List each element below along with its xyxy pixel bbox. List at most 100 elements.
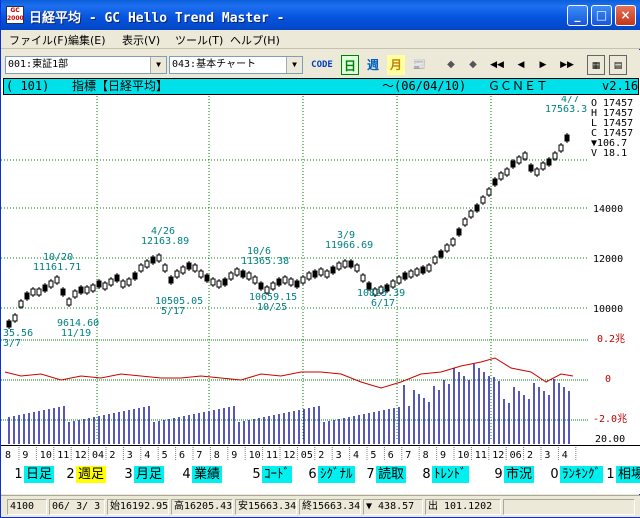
- month-tick-label: 9: [22, 450, 28, 461]
- candle-body: [216, 280, 222, 288]
- code-button[interactable]: CODE: [311, 60, 333, 70]
- fkey-label: 月足: [134, 466, 165, 483]
- candle-body: [72, 290, 78, 298]
- candle-body: [120, 280, 126, 288]
- candle-body: [60, 288, 66, 296]
- month-tick-label: 04: [92, 450, 104, 461]
- chart-area[interactable]: ( 101) 指標【日経平均】 ～(06/04/10) ＧＣＮＥＴ v2.16 …: [1, 78, 640, 494]
- candle-body: [210, 278, 216, 286]
- fkey-5[interactable]: 5 ｺｰﾄﾞ: [251, 466, 292, 483]
- candle-body: [42, 284, 48, 292]
- weekly-button[interactable]: 週: [366, 58, 379, 72]
- fkey-3[interactable]: 3 月足: [123, 466, 165, 483]
- fkey-6[interactable]: 6 ｼｸﾞﾅﾙ: [307, 466, 355, 483]
- fkey-7[interactable]: 7 読取: [365, 466, 407, 483]
- month-tick-label: 3: [336, 450, 342, 461]
- candle-body: [246, 272, 252, 280]
- menu-file[interactable]: ファイル(F): [9, 34, 68, 47]
- prev-stock-button[interactable]: ◆: [447, 59, 455, 70]
- candle-body: [30, 288, 36, 296]
- title-bar[interactable]: GC 2000 日経平均 - GC Hello Trend Master - _…: [1, 0, 640, 30]
- market-select[interactable]: 001:東証1部 ▼: [5, 56, 167, 74]
- candle-body: [90, 284, 96, 292]
- minimize-button[interactable]: _: [567, 5, 588, 26]
- maximize-button[interactable]: □: [591, 5, 612, 26]
- fkey-4[interactable]: 4 業績: [181, 466, 223, 483]
- candle-body: [492, 178, 498, 186]
- menu-bar: ファイル(F) 編集(E) 表示(V) ツール(T) ヘルプ(H): [1, 30, 640, 49]
- month-tick-label: 2: [318, 450, 324, 461]
- menu-help[interactable]: ヘルプ(H): [230, 34, 280, 47]
- ohlc-h: H 17457: [591, 108, 633, 119]
- candle-body: [324, 270, 330, 278]
- close-button[interactable]: ×: [615, 5, 636, 26]
- status-close: 終15663.34: [299, 499, 361, 515]
- candle-body: [480, 196, 486, 204]
- fast-forward-button[interactable]: ▶▶: [560, 60, 574, 70]
- print-icon[interactable]: ▤: [609, 55, 627, 75]
- month-tick-label: 7: [196, 450, 202, 461]
- fkey-1[interactable]: 1 日足: [13, 466, 55, 483]
- version-label: v2.16: [602, 79, 639, 93]
- rewind-button[interactable]: ◀◀: [490, 60, 504, 70]
- annotation-label: 10/20: [43, 252, 73, 263]
- menu-view[interactable]: 表示(V): [122, 34, 161, 47]
- fkey-9[interactable]: 9 市況: [493, 466, 535, 483]
- candle-body: [408, 270, 414, 278]
- annotation-label: 10/6: [247, 246, 271, 257]
- candle-body: [48, 280, 54, 288]
- candle-body: [66, 298, 72, 306]
- month-tick-label: 11: [57, 450, 69, 461]
- fkey-8[interactable]: 8 ﾄﾚﾝﾄﾞ: [421, 466, 469, 483]
- candle-body: [390, 280, 396, 288]
- menu-tools[interactable]: ツール(T): [175, 34, 224, 47]
- fkey-10[interactable]: 0 ﾗﾝｷﾝｸﾞ: [549, 466, 603, 483]
- price-tick-label: 10000: [593, 304, 623, 315]
- chart-select[interactable]: 043:基本チャート ▼: [169, 56, 303, 74]
- market-select-value: 001:東証1部: [8, 59, 69, 70]
- fkey-label: ｺｰﾄﾞ: [262, 466, 292, 483]
- price-chart: 10/2011161.719614.6011/194/2612163.89105…: [1, 96, 633, 461]
- fkey-11[interactable]: 1 相場: [605, 466, 640, 483]
- candle-body: [348, 260, 354, 268]
- candle-body: [288, 278, 294, 286]
- status-high: 高16205.43: [171, 499, 233, 515]
- fkey-number: 2: [65, 466, 76, 483]
- status-bar: 4100 06/ 3/ 3 始16192.95 高16205.43 安15663…: [1, 495, 640, 517]
- price-tick-label: 14000: [593, 204, 623, 215]
- daily-button[interactable]: 日: [341, 55, 359, 75]
- candle-body: [528, 164, 534, 172]
- fkey-2[interactable]: 2 週足: [65, 466, 107, 483]
- status-empty: [503, 499, 635, 515]
- step-forward-button[interactable]: ▶: [539, 60, 547, 70]
- chevron-down-icon[interactable]: ▼: [286, 57, 302, 73]
- candle-body: [270, 282, 276, 290]
- next-stock-button[interactable]: ◆: [469, 59, 477, 70]
- menu-edit[interactable]: 編集(E): [68, 34, 106, 47]
- news-button[interactable]: 📰: [412, 58, 426, 71]
- toolbar: 001:東証1部 ▼ 043:基本チャート ▼ CODE 日 週 月 📰 ◆ ◆…: [1, 50, 640, 78]
- chevron-down-icon[interactable]: ▼: [150, 57, 166, 73]
- candle-body: [468, 210, 474, 218]
- candle-body: [558, 144, 564, 152]
- candle-body: [336, 262, 342, 270]
- step-back-button[interactable]: ◀: [517, 60, 525, 70]
- candle-body: [114, 274, 120, 282]
- fkey-number: 4: [181, 466, 192, 483]
- chart-header: ( 101) 指標【日経平均】 ～(06/04/10) ＧＣＮＥＴ v2.16: [3, 78, 639, 95]
- candle-body: [180, 266, 186, 274]
- candle-body: [18, 300, 24, 308]
- chart-settings-icon[interactable]: ▦: [587, 55, 605, 75]
- annotation-label: 17563.3: [545, 104, 587, 115]
- candle-body: [402, 272, 408, 280]
- monthly-button[interactable]: 月: [387, 55, 405, 75]
- candlestick-series: [6, 133, 570, 329]
- chart-axis: 14000 12000 10000 0.2兆 0 -2.0兆 20.00: [593, 204, 627, 445]
- axis-divider: [1, 445, 640, 446]
- candle-body: [564, 134, 570, 142]
- fkey-number: 3: [123, 466, 134, 483]
- month-tick-label: 7: [405, 450, 411, 461]
- stock-name: 指標【日経平均】: [72, 79, 169, 93]
- price-tick-label: 12000: [593, 254, 623, 265]
